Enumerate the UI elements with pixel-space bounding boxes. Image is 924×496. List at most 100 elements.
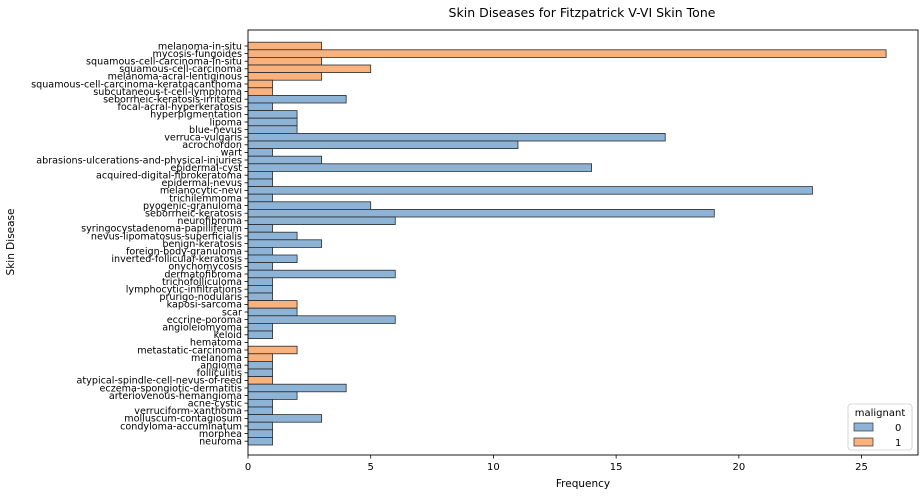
bar-verruca-vulgaris <box>247 132 666 142</box>
bar-dermatofibroma <box>247 269 396 279</box>
bar-subcutaneous-t-cell-lymphoma <box>247 87 273 96</box>
y-tick-label: verruca-vulgaris <box>164 133 242 144</box>
bar-kaposi-sarcoma <box>247 300 298 309</box>
y-tick-label: hematoma <box>190 338 242 349</box>
bar-abrasions-ulcerations-and-physical-injuries <box>247 155 323 165</box>
y-tick-label: melanoma-in-situ <box>158 41 242 52</box>
y-tick-label: acne-cystic <box>188 399 242 410</box>
bar-acquired-digital-fibrokeratoma <box>247 170 273 180</box>
bar-melanocytic-nevi <box>247 186 813 195</box>
y-tick-label: folliculitis <box>197 368 242 379</box>
y-tick-label: melanoma <box>191 353 242 364</box>
bar-neuroma <box>247 436 273 446</box>
bar-foreign-body-granuloma <box>247 246 273 256</box>
y-tick-labels: melanoma-in-situmycosis-fungoidessquamou… <box>31 41 248 448</box>
y-tick-label: seborrheic-keratosis-irritated <box>103 95 242 106</box>
x-tick-label: 10 <box>487 462 500 473</box>
axes-frame <box>247 29 919 456</box>
y-tick-label: neuroma <box>199 437 242 448</box>
bar-melanoma-acral-lentiginous <box>247 72 323 81</box>
bar-trichofolliculoma <box>247 277 273 286</box>
legend-title: malignant <box>855 408 906 419</box>
bar-lymphocytic-infiltrations <box>247 284 273 294</box>
bar-acne-cystic <box>247 398 273 408</box>
y-tick-label: squamous-cell-carcinoma-in-situ <box>86 57 242 68</box>
y-tick-label: dermatofibroma <box>164 269 242 280</box>
legend-label-0: 0 <box>895 423 901 434</box>
x-ticks: 0 5 10 15 20 25 <box>245 455 868 473</box>
bar-angioleiomyoma <box>247 322 273 332</box>
y-tick-label: kaposi-sarcoma <box>167 300 242 311</box>
legend: malignant 0 1 <box>847 403 913 451</box>
y-tick-label: eccrine-poroma <box>167 315 242 326</box>
y-tick-label: eczema-spongiotic-dermatitis <box>100 383 242 394</box>
bar-mycosis-fungoides <box>247 49 887 58</box>
y-tick-label: verruciform-xanthoma <box>134 406 242 417</box>
bar-hyperpigmentation <box>247 110 298 119</box>
y-tick-label: blue-nevus <box>189 125 242 136</box>
y-tick-label: wart <box>221 148 243 159</box>
y-tick-label: trichofolliculoma <box>162 277 242 288</box>
y-tick-label: syringocystadenoma-papilliferum <box>81 224 242 235</box>
bar-condyloma-accuminatum <box>247 421 273 431</box>
bar-acrochordon <box>247 140 519 149</box>
bar-folliculitis <box>247 368 273 377</box>
bar-epidermal-cyst <box>247 163 592 172</box>
bar-blue-nevus <box>247 125 298 134</box>
bar-melanoma <box>247 353 273 362</box>
bar-focal-acral-hyperkeratosis <box>247 102 273 111</box>
bar-angioma <box>247 360 273 370</box>
bar-prurigo-nodularis <box>247 292 273 301</box>
x-tick-label: 15 <box>610 462 623 473</box>
bar-syringocystadenoma-papilliferum <box>247 224 273 233</box>
y-tick-label: neurofibroma <box>177 216 242 227</box>
bar-nevus-lipomatosus-superficialis <box>247 231 298 241</box>
bar-neurofibroma <box>247 216 396 225</box>
bar-lipoma <box>247 117 298 127</box>
y-tick-label: benign-keratosis <box>162 239 242 250</box>
y-tick-label: squamous-cell-carcinoma <box>119 64 242 75</box>
legend-swatch-0 <box>853 422 874 432</box>
bar-wart <box>247 148 273 157</box>
bar-seborrheic-keratosis-irritated <box>247 95 347 104</box>
x-tick-label: 0 <box>245 462 251 473</box>
y-tick-label: angioleiomyoma <box>162 323 242 334</box>
y-tick-label: morphea <box>199 429 242 440</box>
y-axis-label: Skin Disease <box>5 209 17 276</box>
bar-melanoma-in-situ <box>247 41 323 51</box>
bar-metastatic-carcinoma <box>247 345 298 355</box>
bar-benign-keratosis <box>247 239 323 248</box>
bar-keloid <box>247 330 273 339</box>
legend-swatch-1 <box>853 437 874 447</box>
y-tick-label: melanoma-acral-lentiginous <box>108 72 242 83</box>
y-tick-label: atypical-spindle-cell-nevus-of-reed <box>77 376 242 387</box>
bar-pyogenic-granuloma <box>247 201 372 210</box>
y-tick-label: scar <box>222 307 242 318</box>
x-tick-label: 20 <box>732 462 745 473</box>
bar-epidermal-nevus <box>247 178 273 187</box>
bar-verruciform-xanthoma <box>247 406 273 415</box>
y-tick-label: epidermal-cyst <box>171 163 243 174</box>
y-tick-label: keloid <box>214 330 242 341</box>
y-tick-label: inverted-follicular-keratosis <box>111 254 242 265</box>
y-tick-label: condyloma-accuminatum <box>120 421 242 432</box>
y-tick-label: molluscum-contagiosum <box>124 414 242 425</box>
y-tick-label: hyperpigmentation <box>150 110 242 121</box>
y-tick-label: subcutaneous-t-cell-lymphoma <box>93 87 242 98</box>
bar-scar <box>247 307 298 317</box>
y-tick-label: seborrheic-keratosis <box>145 209 242 220</box>
bar-trichilemmoma <box>247 193 273 203</box>
bar-onychomycosis <box>247 262 273 271</box>
y-tick-label: onychomycosis <box>168 262 242 273</box>
y-tick-label: foreign-body-granuloma <box>126 247 242 258</box>
bar-molluscum-contagiosum <box>247 414 323 423</box>
bar-atypical-spindle-cell-nevus-of-reed <box>247 376 273 385</box>
y-tick-label: acrochordon <box>182 140 242 151</box>
bar-squamous-cell-carcinoma-in-situ <box>247 57 323 66</box>
y-tick-label: squamous-cell-carcinoma-keratoacanthoma <box>31 79 242 90</box>
bar-morphea <box>247 429 273 438</box>
y-tick-label: mycosis-fungoides <box>153 49 242 60</box>
y-tick-label: metastatic-carcinoma <box>137 345 242 356</box>
